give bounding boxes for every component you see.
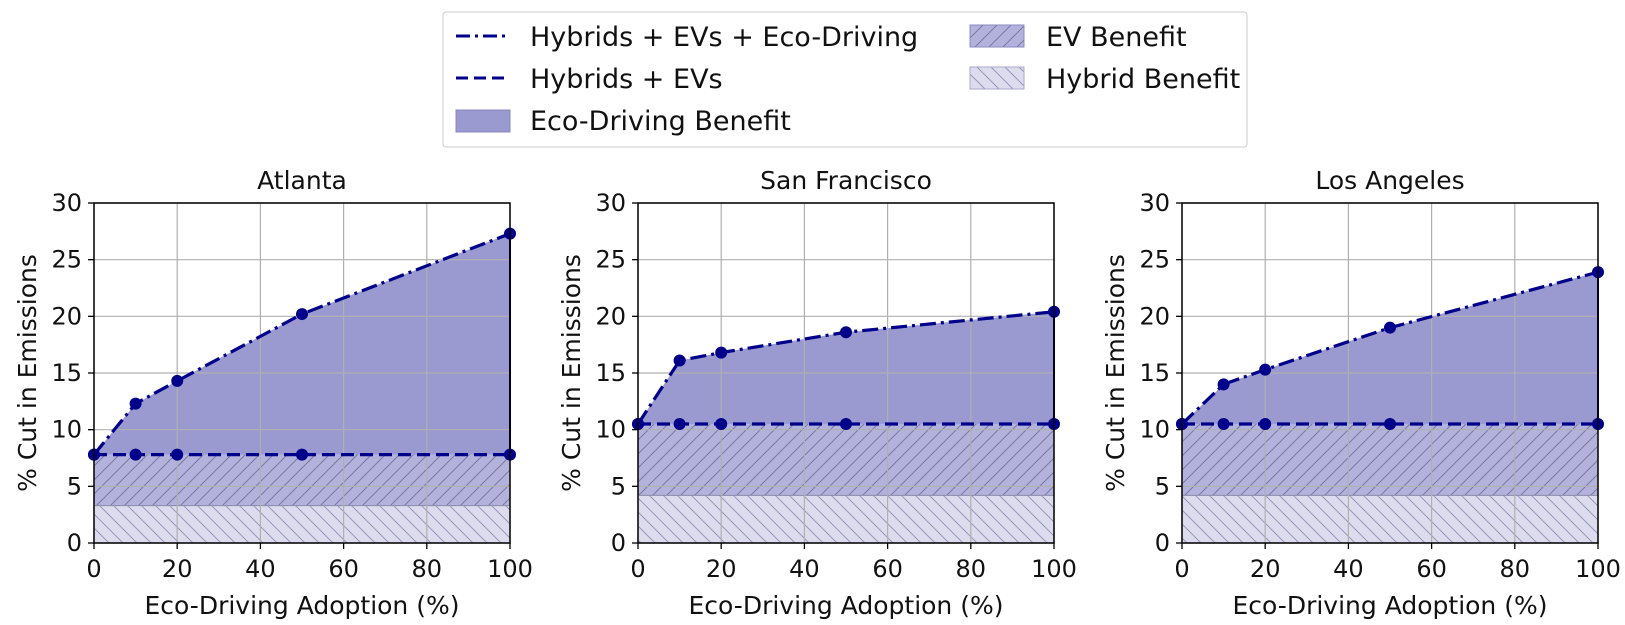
y-tick-label: 20: [51, 302, 82, 330]
legend-swatch-hybrid-hatch: [969, 66, 1025, 90]
legend-label-ev-benefit: EV Benefit: [1046, 22, 1187, 53]
point-hybrids-evs-eco: [840, 326, 852, 339]
x-tick-label: 80: [1500, 555, 1531, 583]
point-hybrids-evs-eco: [296, 308, 308, 321]
point-hybrids-evs-eco: [1384, 321, 1396, 334]
panel-atlanta: 0 20 40 60 80 100 0 5 10 15 20 25 30 Atlanta Eco-Drivi…: [13, 166, 533, 620]
y-tick-label: 15: [595, 359, 626, 387]
y-tick-label: 30: [1139, 189, 1170, 217]
eco-benefit-area: [638, 311, 1054, 424]
point-hybrids-evs-eco: [715, 346, 728, 359]
point-hybrids-evs: [171, 448, 184, 461]
y-tick-label: 10: [1139, 416, 1170, 444]
legend-label-hybrid-benefit: Hybrid Benefit: [1046, 64, 1240, 95]
legend-item-hybrid-benefit: Hybrid Benefit: [969, 64, 1240, 95]
x-tick-label: 100: [1575, 555, 1621, 583]
point-hybrids-evs: [673, 418, 686, 430]
legend-item-eco-benefit: Eco-Driving Benefit: [455, 106, 791, 137]
point-hybrids-evs: [1217, 418, 1230, 430]
y-tick-label: 25: [595, 246, 626, 274]
panel-title: San Francisco: [760, 166, 932, 195]
y-tick-label: 10: [51, 416, 82, 444]
ev-benefit-hatch: [638, 424, 1054, 496]
point-hybrids-evs: [296, 448, 308, 461]
y-tick-label: 30: [595, 189, 626, 217]
y-tick-label: 30: [51, 189, 82, 217]
x-axis-label: Eco-Driving Adoption (%): [145, 591, 460, 620]
panel-los-angeles: 0 20 40 60 80 100 0 5 10 15 20 25 30 Los Angeles Eco-D…: [1101, 166, 1621, 620]
ev-benefit-hatch: [1182, 424, 1598, 496]
x-tick-label: 20: [706, 555, 737, 583]
legend-label-hev-eco: Hybrids + EVs + Eco-Driving: [530, 22, 918, 53]
point-hybrids-evs: [129, 448, 142, 461]
eco-benefit-area: [1182, 272, 1598, 424]
x-tick-label: 0: [1174, 555, 1189, 583]
y-tick-label: 0: [67, 529, 82, 557]
x-tick-label: 100: [487, 555, 533, 583]
x-tick-label: 20: [1250, 555, 1281, 583]
y-tick-label: 20: [1139, 302, 1170, 330]
x-tick-label: 60: [1416, 555, 1447, 583]
point-hybrids-evs-eco: [129, 397, 142, 410]
point-hybrids-evs: [1384, 418, 1396, 430]
x-tick-label: 80: [956, 555, 987, 583]
hybrid-benefit-hatch: [94, 505, 510, 543]
x-tick-label: 20: [162, 555, 193, 583]
hybrid-benefit-hatch: [1182, 495, 1598, 543]
y-tick-label: 5: [611, 472, 626, 500]
y-tick-label: 15: [51, 359, 82, 387]
x-tick-label: 0: [86, 555, 101, 583]
panel-san-francisco: 0 20 40 60 80 100 0 5 10 15 20 25 30 San Francisco Eco…: [557, 166, 1077, 620]
y-tick-label: 0: [1155, 529, 1170, 557]
x-tick-label: 100: [1031, 555, 1077, 583]
legend-item-hev-eco: Hybrids + EVs + Eco-Driving: [456, 22, 918, 53]
legend-label-hev: Hybrids + EVs: [530, 64, 723, 95]
y-tick-label: 15: [1139, 359, 1170, 387]
x-tick-label: 80: [412, 555, 443, 583]
x-axis-label: Eco-Driving Adoption (%): [1233, 591, 1548, 620]
legend-item-ev-benefit: EV Benefit: [969, 22, 1187, 53]
point-hybrids-evs: [840, 418, 852, 430]
y-tick-label: 20: [595, 302, 626, 330]
x-tick-label: 60: [328, 555, 359, 583]
x-tick-label: 40: [245, 555, 276, 583]
point-hybrids-evs: [1259, 418, 1272, 430]
eco-benefit-area: [94, 233, 510, 455]
point-hybrids-evs: [715, 418, 728, 430]
ev-benefit-hatch: [94, 454, 510, 506]
point-hybrids-evs-eco: [1259, 363, 1272, 376]
point-hybrids-evs-eco: [171, 374, 184, 387]
x-tick-label: 40: [789, 555, 820, 583]
legend-swatch-ev-hatch: [969, 24, 1025, 48]
y-axis-label: % Cut in Emissions: [557, 254, 586, 492]
legend-item-hev: Hybrids + EVs: [456, 64, 723, 95]
hybrid-benefit-hatch: [638, 495, 1054, 543]
x-tick-label: 60: [872, 555, 903, 583]
legend-label-eco-benefit: Eco-Driving Benefit: [530, 106, 791, 137]
series-line-hybrids-evs-eco: [92, 232, 511, 456]
y-axis-label: % Cut in Emissions: [1101, 254, 1130, 492]
y-tick-label: 5: [1155, 472, 1170, 500]
legend-swatch-eco: [455, 109, 511, 133]
y-tick-label: 25: [1139, 246, 1170, 274]
x-tick-label: 40: [1333, 555, 1364, 583]
point-hybrids-evs-eco: [673, 354, 686, 367]
x-axis-label: Eco-Driving Adoption (%): [689, 591, 1004, 620]
x-tick-label: 0: [630, 555, 645, 583]
y-tick-label: 0: [611, 529, 626, 557]
point-hybrids-evs-eco: [1217, 378, 1230, 391]
y-tick-label: 10: [595, 416, 626, 444]
legend-frame: [442, 11, 1248, 148]
y-tick-label: 25: [51, 246, 82, 274]
legend: Hybrids + EVs + Eco-Driving Hybrids + EV…: [442, 11, 1248, 148]
panel-title: Atlanta: [257, 166, 347, 195]
panel-title: Los Angeles: [1315, 166, 1464, 195]
y-tick-label: 5: [67, 472, 82, 500]
y-axis-label: % Cut in Emissions: [13, 254, 42, 492]
